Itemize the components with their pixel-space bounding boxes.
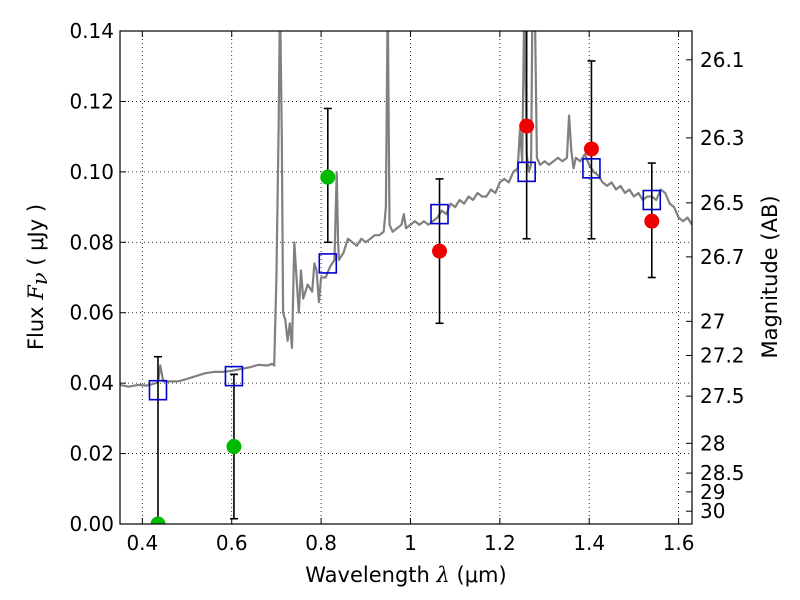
y2-axis-label: Magnitude (AB) xyxy=(758,195,782,358)
x-tick-label: 1 xyxy=(404,531,417,555)
y2-tick-label: 30 xyxy=(700,499,725,523)
y-tick-label: 0.02 xyxy=(69,442,114,466)
y-tick-label: 0.08 xyxy=(69,230,114,254)
y2-tick-label: 28.5 xyxy=(700,461,745,485)
model-box-marker xyxy=(517,161,536,183)
plot-background xyxy=(120,31,692,524)
model-box-marker xyxy=(148,379,168,401)
y2-tick-label: 28 xyxy=(700,431,725,455)
red-observed-point xyxy=(432,243,448,259)
y2-tick-label: 29 xyxy=(700,480,725,504)
y2-tick-label: 26.1 xyxy=(700,48,745,72)
y-axis-label-symbol: F xyxy=(24,284,48,301)
y-tick-label: 0.10 xyxy=(69,160,114,184)
tick-layer: 0.4 0.6 0.8 1 1.2 1.4 1.6 0.00 0.02 0.04 0.06 0.08 0… xyxy=(69,19,744,555)
x-tick-label: 0.8 xyxy=(305,531,337,555)
model-box-marker xyxy=(318,253,338,274)
y-axis-label-text: Flux xyxy=(24,300,48,350)
x-tick-label: 1.4 xyxy=(573,531,605,555)
red-observed-point xyxy=(644,213,660,229)
y2-tick-label: 27.5 xyxy=(700,384,745,408)
y-axis-label-sub: ν xyxy=(28,272,52,285)
red-observed-point xyxy=(519,118,535,134)
model-box-marker xyxy=(430,203,449,225)
y-tick-label: 0.04 xyxy=(69,371,114,395)
y-tick-label: 0.06 xyxy=(69,301,114,325)
y-axis-label-unit: ( μJy ) xyxy=(24,204,48,272)
spectrum-line xyxy=(120,31,692,388)
model-box-marker xyxy=(642,189,662,211)
model-box-marker xyxy=(224,365,244,387)
y-axis-label: Flux Fν ( μJy ) xyxy=(24,204,52,350)
y2-tick-label: 26.7 xyxy=(700,245,745,269)
model-box-marker xyxy=(582,158,601,179)
green-observed-point xyxy=(320,169,336,185)
x-tick-label: 0.6 xyxy=(216,531,248,555)
y2-tick-label: 26.3 xyxy=(700,126,745,150)
y2-tick-label: 27 xyxy=(700,309,725,333)
y-tick-label: 0.12 xyxy=(69,89,114,113)
red-observed-point xyxy=(583,141,599,157)
x-axis-label-unit: (μm) xyxy=(450,563,507,587)
x-axis-label: Wavelength λ (μm) xyxy=(305,563,506,587)
y2-tick-label: 26.5 xyxy=(700,191,745,215)
y-tick-label: 0.00 xyxy=(69,512,114,536)
model-box-layer xyxy=(148,158,662,401)
green-observed-point xyxy=(150,516,166,524)
y2-tick-label: 27.2 xyxy=(700,343,745,367)
plot-frame xyxy=(119,30,693,525)
x-axis-label-text: Wavelength xyxy=(305,563,436,587)
spectrum-layer xyxy=(120,31,692,388)
x-tick-label: 0.4 xyxy=(126,531,158,555)
x-axis-label-symbol: λ xyxy=(436,563,450,587)
observed-dot-layer xyxy=(150,118,660,524)
green-observed-point xyxy=(226,439,242,455)
y-tick-label: 0.14 xyxy=(69,19,114,43)
x-tick-label: 1.2 xyxy=(484,531,516,555)
x-tick-label: 1.6 xyxy=(663,531,695,555)
